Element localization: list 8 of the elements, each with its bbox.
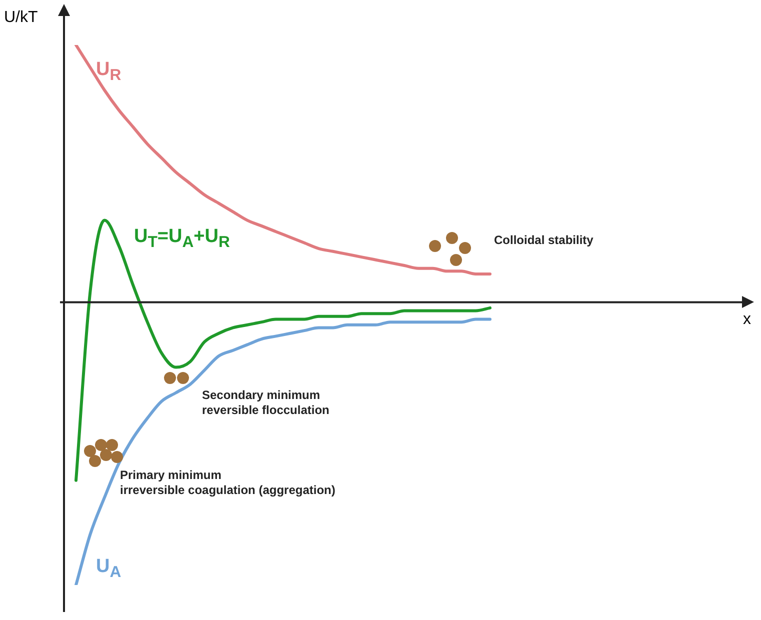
series-label: U$_{R}$: [96, 58, 122, 86]
annotation: Secondary minimum reversible flocculation: [202, 388, 330, 418]
series-label: U$_{A}$: [96, 555, 122, 583]
annotation: Colloidal stability: [494, 233, 594, 248]
y-axis-title: U/kT: [4, 8, 38, 28]
annotation: Primary minimum irreversible coagulation (aggregation): [120, 468, 336, 498]
text: x: [743, 310, 751, 330]
series-label: U$_{T}$=U$_{A}$+U$_{R}$: [134, 225, 230, 253]
